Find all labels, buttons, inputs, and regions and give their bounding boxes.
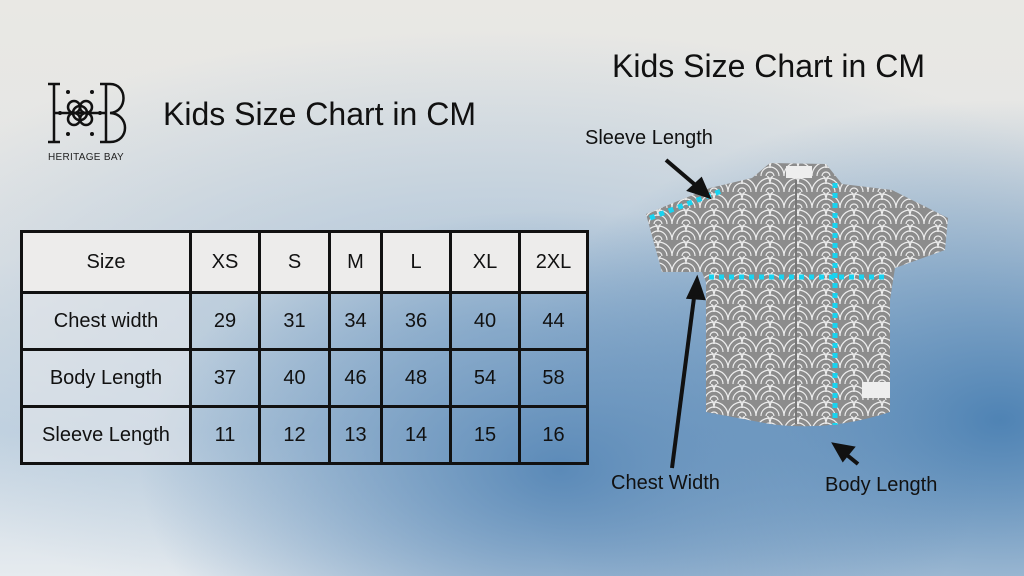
- row-label: Sleeve Length: [20, 405, 192, 465]
- heritage-bay-logo: HERITAGE BAY: [48, 80, 128, 170]
- table-header-row: Size XS S M L XL 2XL: [20, 230, 589, 294]
- header-cell: 2XL: [518, 230, 589, 294]
- header-cell: S: [258, 230, 331, 294]
- cell: 37: [189, 348, 261, 408]
- measure-lines: [649, 183, 886, 425]
- cell: 15: [449, 405, 521, 465]
- cell: 31: [258, 291, 331, 351]
- header-cell: M: [328, 230, 383, 294]
- cell: 46: [328, 348, 383, 408]
- brand-name: HERITAGE BAY: [48, 152, 125, 163]
- cell: 48: [380, 348, 452, 408]
- cell: 54: [449, 348, 521, 408]
- header-cell: XL: [449, 230, 521, 294]
- row-label: Chest width: [20, 291, 192, 351]
- cell: 16: [518, 405, 589, 465]
- cell: 58: [518, 348, 589, 408]
- cell: 40: [449, 291, 521, 351]
- cell: 40: [258, 348, 331, 408]
- left-title: Kids Size Chart in CM: [163, 96, 476, 132]
- cell: 13: [328, 405, 383, 465]
- logo-mark-icon: [48, 82, 127, 144]
- header-cell: L: [380, 230, 452, 294]
- shirt-icon: [646, 163, 948, 427]
- row-label: Body Length: [20, 348, 192, 408]
- cell: 34: [328, 291, 383, 351]
- cell: 11: [189, 405, 261, 465]
- table-row: Chest width 29 31 34 36 40 44: [20, 291, 589, 351]
- cell: 14: [380, 405, 452, 465]
- table-row: Sleeve Length 11 12 13 14 15 16: [20, 405, 589, 465]
- header-cell: Size: [20, 230, 192, 294]
- body-length-label: Body Length: [825, 474, 938, 496]
- hem-tag: [862, 382, 890, 398]
- chest-arrow-icon: [670, 289, 697, 469]
- table-row: Body Length 37 40 46 48 54 58: [20, 348, 589, 408]
- header-cell: XS: [189, 230, 261, 294]
- cell: 36: [380, 291, 452, 351]
- cell: 44: [518, 291, 589, 351]
- sleeve-measure-line: [649, 187, 725, 221]
- chest-width-label: Chest Width: [611, 472, 720, 494]
- collar-tag: [786, 166, 812, 178]
- sleeve-length-label: Sleeve Length: [585, 127, 713, 149]
- cell: 29: [189, 291, 261, 351]
- right-title: Kids Size Chart in CM: [612, 48, 925, 84]
- cell: 12: [258, 405, 331, 465]
- size-table: Size XS S M L XL 2XL Chest width 29 31 3…: [20, 230, 589, 465]
